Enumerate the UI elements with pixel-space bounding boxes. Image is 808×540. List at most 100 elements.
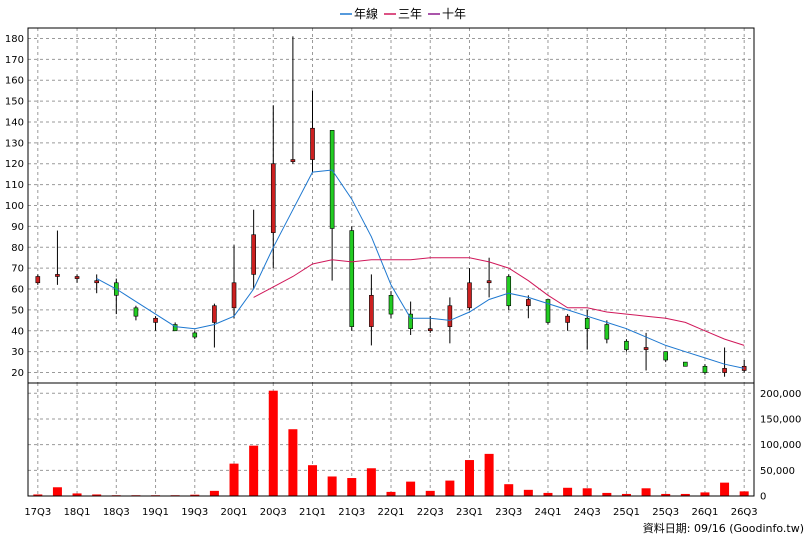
volume-bar xyxy=(563,487,573,496)
x-tick-label: 26Q1 xyxy=(691,507,718,518)
legend-label: 十年 xyxy=(442,7,466,21)
price-tick-label: 80 xyxy=(11,243,24,254)
x-tick-label: 20Q1 xyxy=(221,507,248,518)
candle-body xyxy=(408,313,413,330)
x-tick-label: 23Q1 xyxy=(456,507,483,518)
volume-tick-label: 200,000 xyxy=(760,389,801,400)
volume-tick-label: 0 xyxy=(760,492,766,503)
price-tick-label: 70 xyxy=(11,264,24,275)
volume-bar xyxy=(739,491,749,496)
price-tick-label: 90 xyxy=(11,222,24,233)
candle-body xyxy=(55,274,60,277)
volume-bar xyxy=(602,492,612,496)
x-tick-label: 25Q1 xyxy=(613,507,640,518)
candle-body xyxy=(310,127,315,160)
candle-body xyxy=(722,368,727,373)
candle-body xyxy=(702,365,708,373)
candles xyxy=(35,36,747,377)
volume-bar xyxy=(386,491,396,496)
x-tick-label: 20Q3 xyxy=(260,507,287,518)
volume-bar xyxy=(288,429,298,496)
candle-body xyxy=(467,282,472,309)
volume-bar xyxy=(347,478,357,496)
x-tick-label: 18Q3 xyxy=(103,507,130,518)
volume-bar xyxy=(406,481,416,496)
candle-body xyxy=(251,234,256,275)
volume-bar xyxy=(229,463,239,496)
candle-body xyxy=(584,317,590,330)
x-tick-label: 22Q3 xyxy=(417,507,444,518)
candle-body xyxy=(663,351,669,361)
candle-body xyxy=(545,299,551,323)
volume-bar xyxy=(621,493,631,496)
candle-body xyxy=(153,317,158,323)
volume-bar xyxy=(249,445,259,496)
candle-body xyxy=(624,340,629,350)
plot-frame xyxy=(27,27,755,497)
volume-bar xyxy=(543,492,553,496)
price-tick-label: 130 xyxy=(5,138,24,149)
price-tick-label: 150 xyxy=(5,97,24,108)
volume-bar xyxy=(523,489,533,496)
volume-bar xyxy=(484,453,494,496)
volume-bar xyxy=(33,494,43,496)
x-tick-label: 17Q3 xyxy=(24,507,51,518)
candle-body xyxy=(349,230,355,327)
volume-bar xyxy=(720,482,730,496)
volume-bar xyxy=(504,484,514,496)
candle-body xyxy=(212,305,217,323)
price-tick-label: 100 xyxy=(5,201,24,212)
candle-body xyxy=(683,361,688,367)
candle-body xyxy=(506,276,512,307)
candle-body xyxy=(604,324,610,340)
price-tick-label: 160 xyxy=(5,76,24,87)
volume-bar xyxy=(190,494,200,496)
price-tick-label: 60 xyxy=(11,285,24,296)
price-tick-label: 40 xyxy=(11,326,24,337)
volume-bar xyxy=(661,493,671,496)
price-tick-label: 120 xyxy=(5,159,24,170)
candle-body xyxy=(565,315,570,323)
volume-bar xyxy=(327,476,337,496)
x-tick-label: 18Q1 xyxy=(64,507,91,518)
candle-body xyxy=(643,347,649,350)
volume-bar xyxy=(445,480,455,496)
x-tick-label: 24Q3 xyxy=(574,507,601,518)
volume-tick-label: 150,000 xyxy=(760,414,801,425)
candle-body xyxy=(447,305,453,327)
candle-body xyxy=(290,159,296,162)
volume-bar xyxy=(425,490,435,496)
x-tick-label: 21Q3 xyxy=(338,507,365,518)
price-tick-label: 30 xyxy=(11,347,24,358)
volume-bar xyxy=(641,488,651,496)
legend: 年線 三年 十年 xyxy=(340,6,466,21)
price-tick-label: 170 xyxy=(5,55,24,66)
ma-line xyxy=(96,169,745,369)
candle-body xyxy=(369,294,374,327)
moving-average-lines xyxy=(96,169,745,369)
price-y-ticks: 20 30 40 50 60 70 80 90 100 110 120 130 140 150 160 170… xyxy=(5,34,24,379)
volume-bar xyxy=(52,487,62,496)
volume-grid xyxy=(28,383,754,497)
candle-body xyxy=(172,324,178,332)
price-grid xyxy=(28,28,754,383)
volume-bar xyxy=(308,465,318,496)
price-tick-label: 20 xyxy=(11,368,24,379)
x-axis-ticks: 17Q3 18Q1 18Q3 19Q1 19Q3 20Q1 20Q3 21Q1 21Q3 22Q1… xyxy=(24,507,757,518)
candle-body xyxy=(74,276,80,279)
x-tick-label: 19Q1 xyxy=(142,507,169,518)
candle-body xyxy=(231,282,237,309)
candle-body xyxy=(35,276,41,284)
candle-body xyxy=(270,163,276,233)
price-tick-label: 110 xyxy=(5,180,24,191)
volume-bar xyxy=(582,488,592,496)
volume-bar xyxy=(92,494,102,496)
ma-line xyxy=(253,257,745,346)
candle-body xyxy=(192,332,198,338)
volume-bar xyxy=(268,390,278,496)
footer-date: 資料日期: 09/16 (Goodinfo.tw) xyxy=(643,521,804,535)
volume-bar xyxy=(209,490,219,496)
x-tick-label: 24Q1 xyxy=(534,507,561,518)
x-tick-label: 23Q3 xyxy=(495,507,522,518)
